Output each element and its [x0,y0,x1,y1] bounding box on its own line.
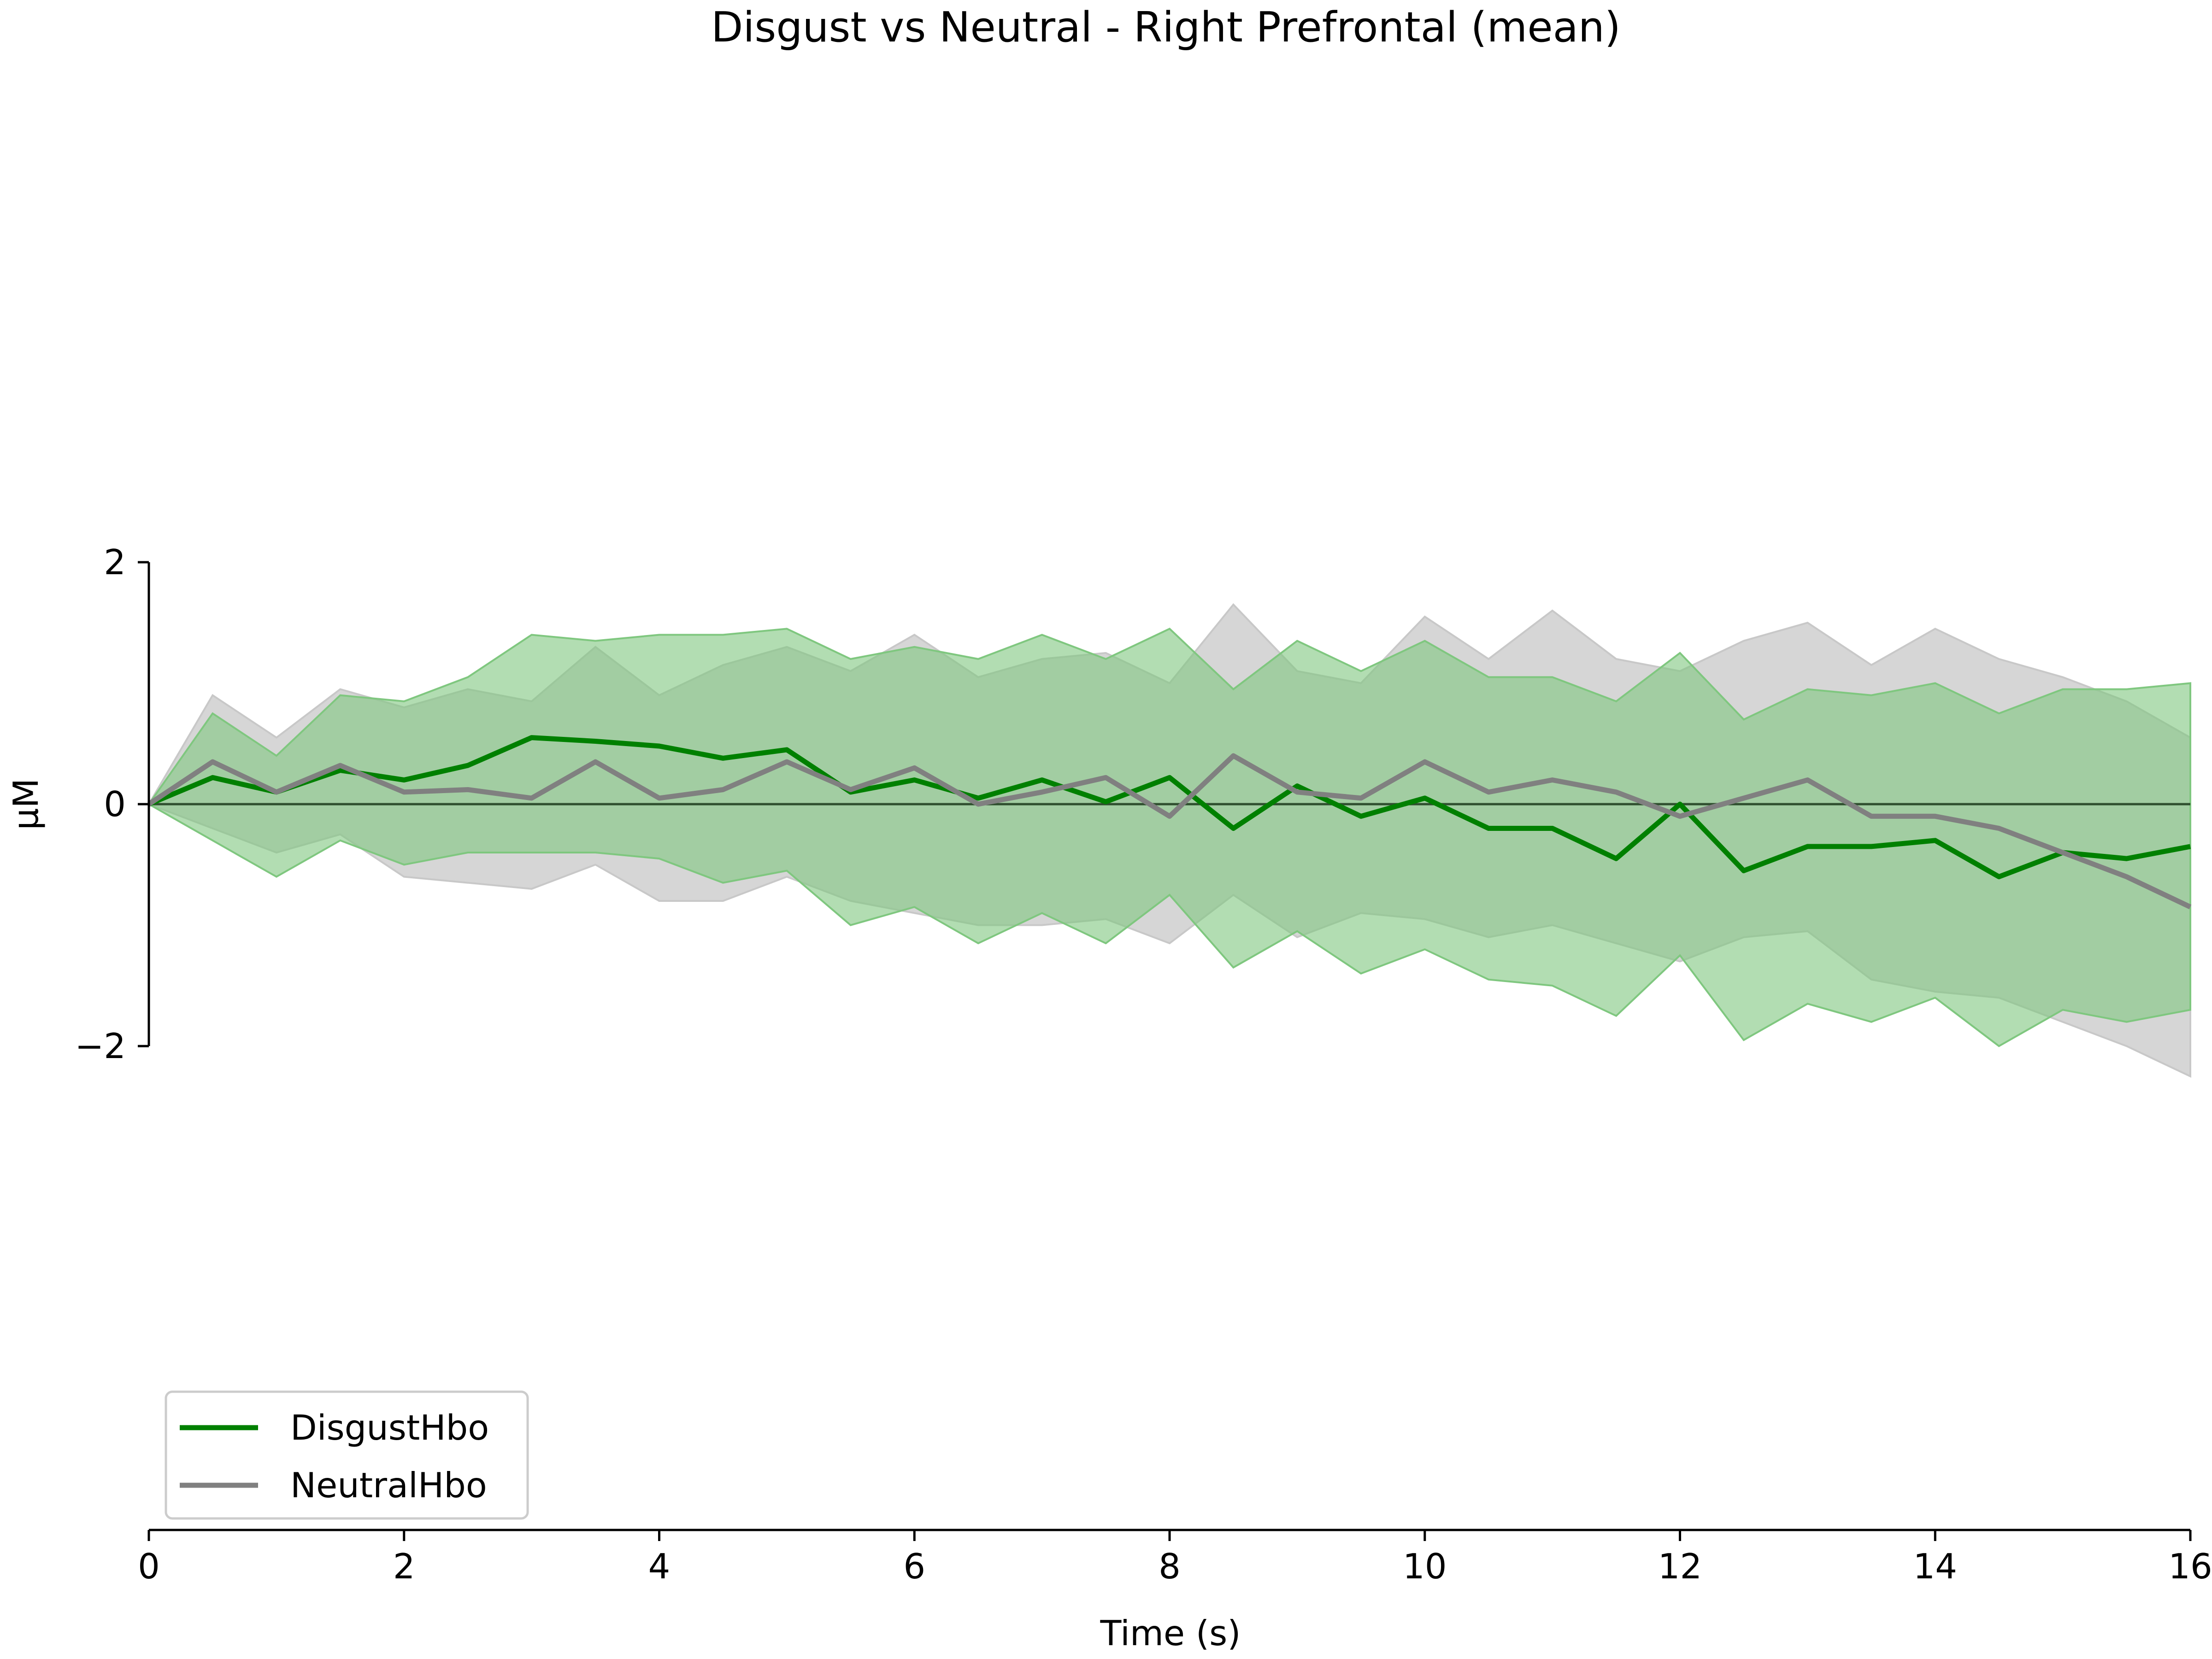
x-tick-label: 8 [1159,1546,1181,1587]
x-axis-label: Time (s) [1100,1613,1241,1653]
x-tick-label: 10 [1403,1546,1447,1587]
y-tick-label: 0 [104,784,126,824]
chart-title: Disgust vs Neutral - Right Prefrontal (m… [711,3,1621,52]
line-neutralhbo [147,753,2192,910]
legend-label-neutralhbo: NeutralHbo [290,1465,487,1506]
y-tick-label: −2 [75,1026,126,1066]
y-tick-label: 2 [104,542,126,582]
confidence-bands [147,603,2191,1078]
x-tick-label: 2 [393,1546,415,1587]
y-axis-label: µM [6,778,46,830]
series-lines [147,735,2192,910]
line-disgusthbo [147,735,2191,879]
legend-label-disgusthbo: DisgustHbo [290,1407,489,1448]
axes: 0 2 4 6 8 10 12 14 16 −2 0 2 [75,542,2212,1587]
x-tick-label: 12 [1658,1546,1702,1587]
x-tick-label: 0 [138,1546,160,1587]
x-tick-label: 16 [2168,1546,2212,1587]
x-tick-label: 14 [1913,1546,1957,1587]
x-tick-label: 4 [648,1546,671,1587]
x-tick-label: 6 [903,1546,925,1587]
legend: DisgustHbo NeutralHbo [165,1390,529,1520]
